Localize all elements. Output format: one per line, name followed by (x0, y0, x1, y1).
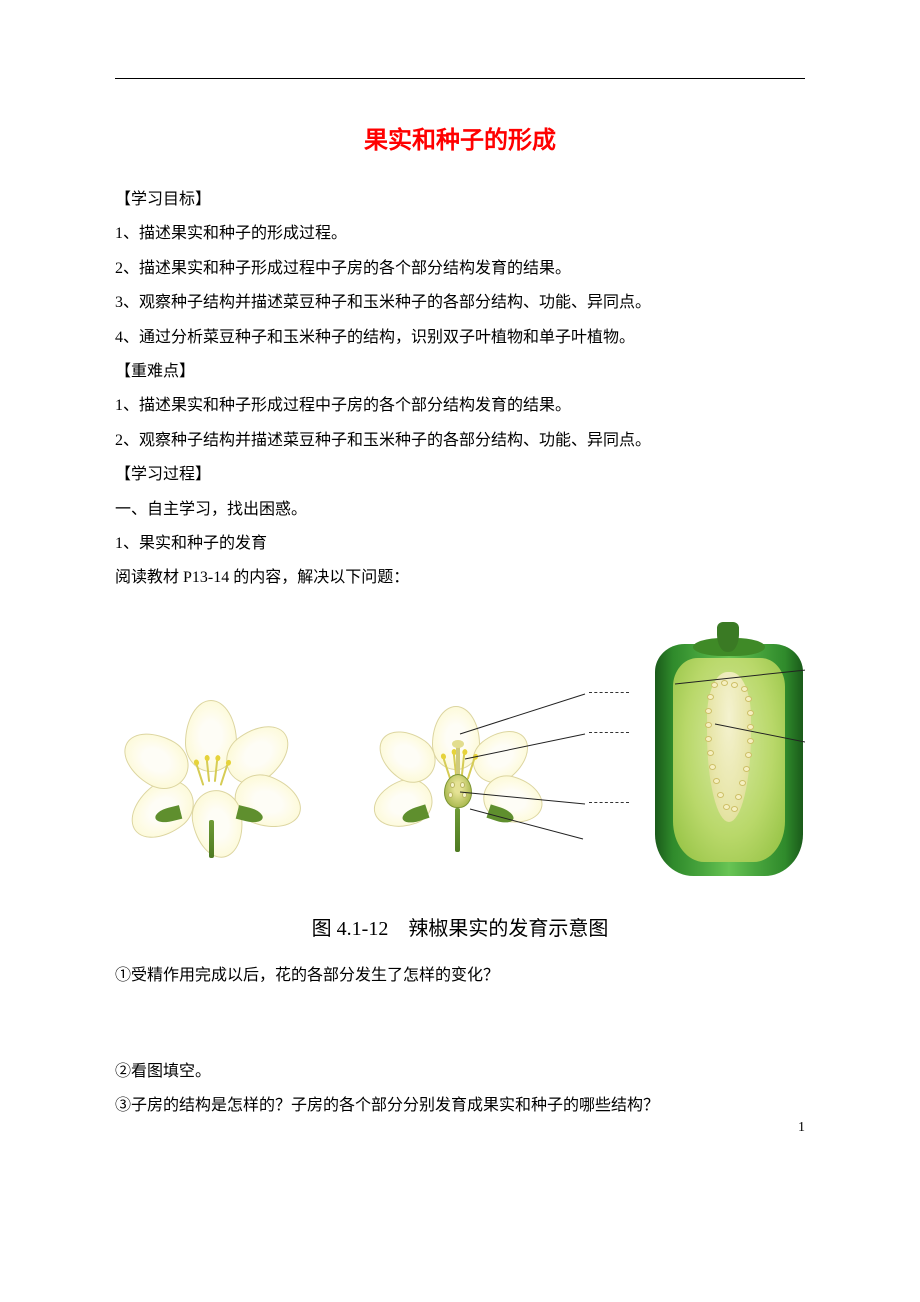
anther (472, 753, 479, 760)
process-line: 1、果实和种子的发育 (115, 527, 805, 561)
flower-cross-section (360, 716, 560, 876)
top-rule (115, 78, 805, 79)
objective-item: 2、描述果实和种子形成过程中子房的各个部分结构发育的结果。 (115, 252, 805, 286)
pedicel (455, 808, 460, 852)
fruit-stem (717, 622, 739, 652)
keypoint-item: 2、观察种子结构并描述菜豆种子和玉米种子的各部分结构、功能、异同点。 (115, 424, 805, 458)
seed (711, 682, 718, 688)
anther (462, 749, 468, 755)
seed (705, 722, 712, 728)
seed (747, 724, 754, 730)
stamen (206, 760, 210, 782)
stamen (196, 764, 205, 786)
petal (367, 772, 439, 836)
seed (713, 778, 720, 784)
seed (747, 738, 754, 744)
page-title: 果实和种子的形成 (115, 120, 805, 155)
answer-space (115, 993, 805, 1055)
process-line: 一、自主学习，找出困惑。 (115, 493, 805, 527)
stamen (220, 764, 229, 786)
objective-item: 3、观察种子结构并描述菜豆种子和玉米种子的各部分结构、功能、异同点。 (115, 286, 805, 320)
seed (717, 792, 724, 798)
seed (705, 736, 712, 742)
stamens (195, 758, 229, 794)
ovule (450, 782, 455, 788)
page-number: 1 (798, 1120, 805, 1136)
question-item: ③子房的结构是怎样的？子房的各个部分分别发育成果实和种子的哪些结构？ (115, 1089, 805, 1123)
seed (739, 780, 746, 786)
fill-blank (589, 732, 629, 733)
seed (723, 804, 730, 810)
objective-item: 4、通过分析菜豆种子和玉米种子的结构，识别双子叶植物和单子叶植物。 (115, 321, 805, 355)
fill-blank (589, 692, 629, 693)
question-item: ②看图填空。 (115, 1055, 805, 1089)
seed (707, 694, 714, 700)
seed (731, 682, 738, 688)
ovary (444, 774, 472, 808)
style (456, 746, 460, 776)
stamen (214, 760, 218, 782)
anther (215, 755, 221, 761)
pepper-fruit (655, 624, 803, 884)
seed (707, 750, 714, 756)
page: 果实和种子的形成 【学习目标】 1、描述果实和种子的形成过程。 2、描述果实和种… (0, 0, 920, 1164)
figure-caption: 图 4.1-12 辣椒果实的发育示意图 (115, 912, 805, 941)
objectives-header: 【学习目标】 (115, 183, 805, 217)
ovule (462, 792, 467, 798)
seed (735, 794, 742, 800)
seed (743, 766, 750, 772)
figure-pepper-development (115, 614, 805, 904)
ovule (460, 782, 465, 788)
keypoint-item: 1、描述果实和种子形成过程中子房的各个部分结构发育的结果。 (115, 389, 805, 423)
ovule (448, 792, 453, 798)
objective-item: 1、描述果实和种子的形成过程。 (115, 217, 805, 251)
stigma (452, 740, 464, 748)
question-item: ①受精作用完成以后，花的各部分发生了怎样的变化？ (115, 959, 805, 993)
fill-blank (589, 802, 629, 803)
stamen (461, 754, 465, 776)
anther (204, 755, 210, 761)
process-header: 【学习过程】 (115, 458, 805, 492)
flower-whole (125, 724, 300, 844)
seed (747, 710, 754, 716)
pedicel (209, 820, 214, 858)
seed (741, 686, 748, 692)
stamen (467, 758, 476, 780)
keypoints-header: 【重难点】 (115, 355, 805, 389)
seed (731, 806, 738, 812)
seed (705, 708, 712, 714)
seed (745, 696, 752, 702)
seed (745, 752, 752, 758)
process-line: 阅读教材 P13-14 的内容，解决以下问题： (115, 561, 805, 595)
content: 果实和种子的形成 【学习目标】 1、描述果实和种子的形成过程。 2、描述果实和种… (115, 78, 805, 1124)
seed (709, 764, 716, 770)
seed (721, 680, 728, 686)
